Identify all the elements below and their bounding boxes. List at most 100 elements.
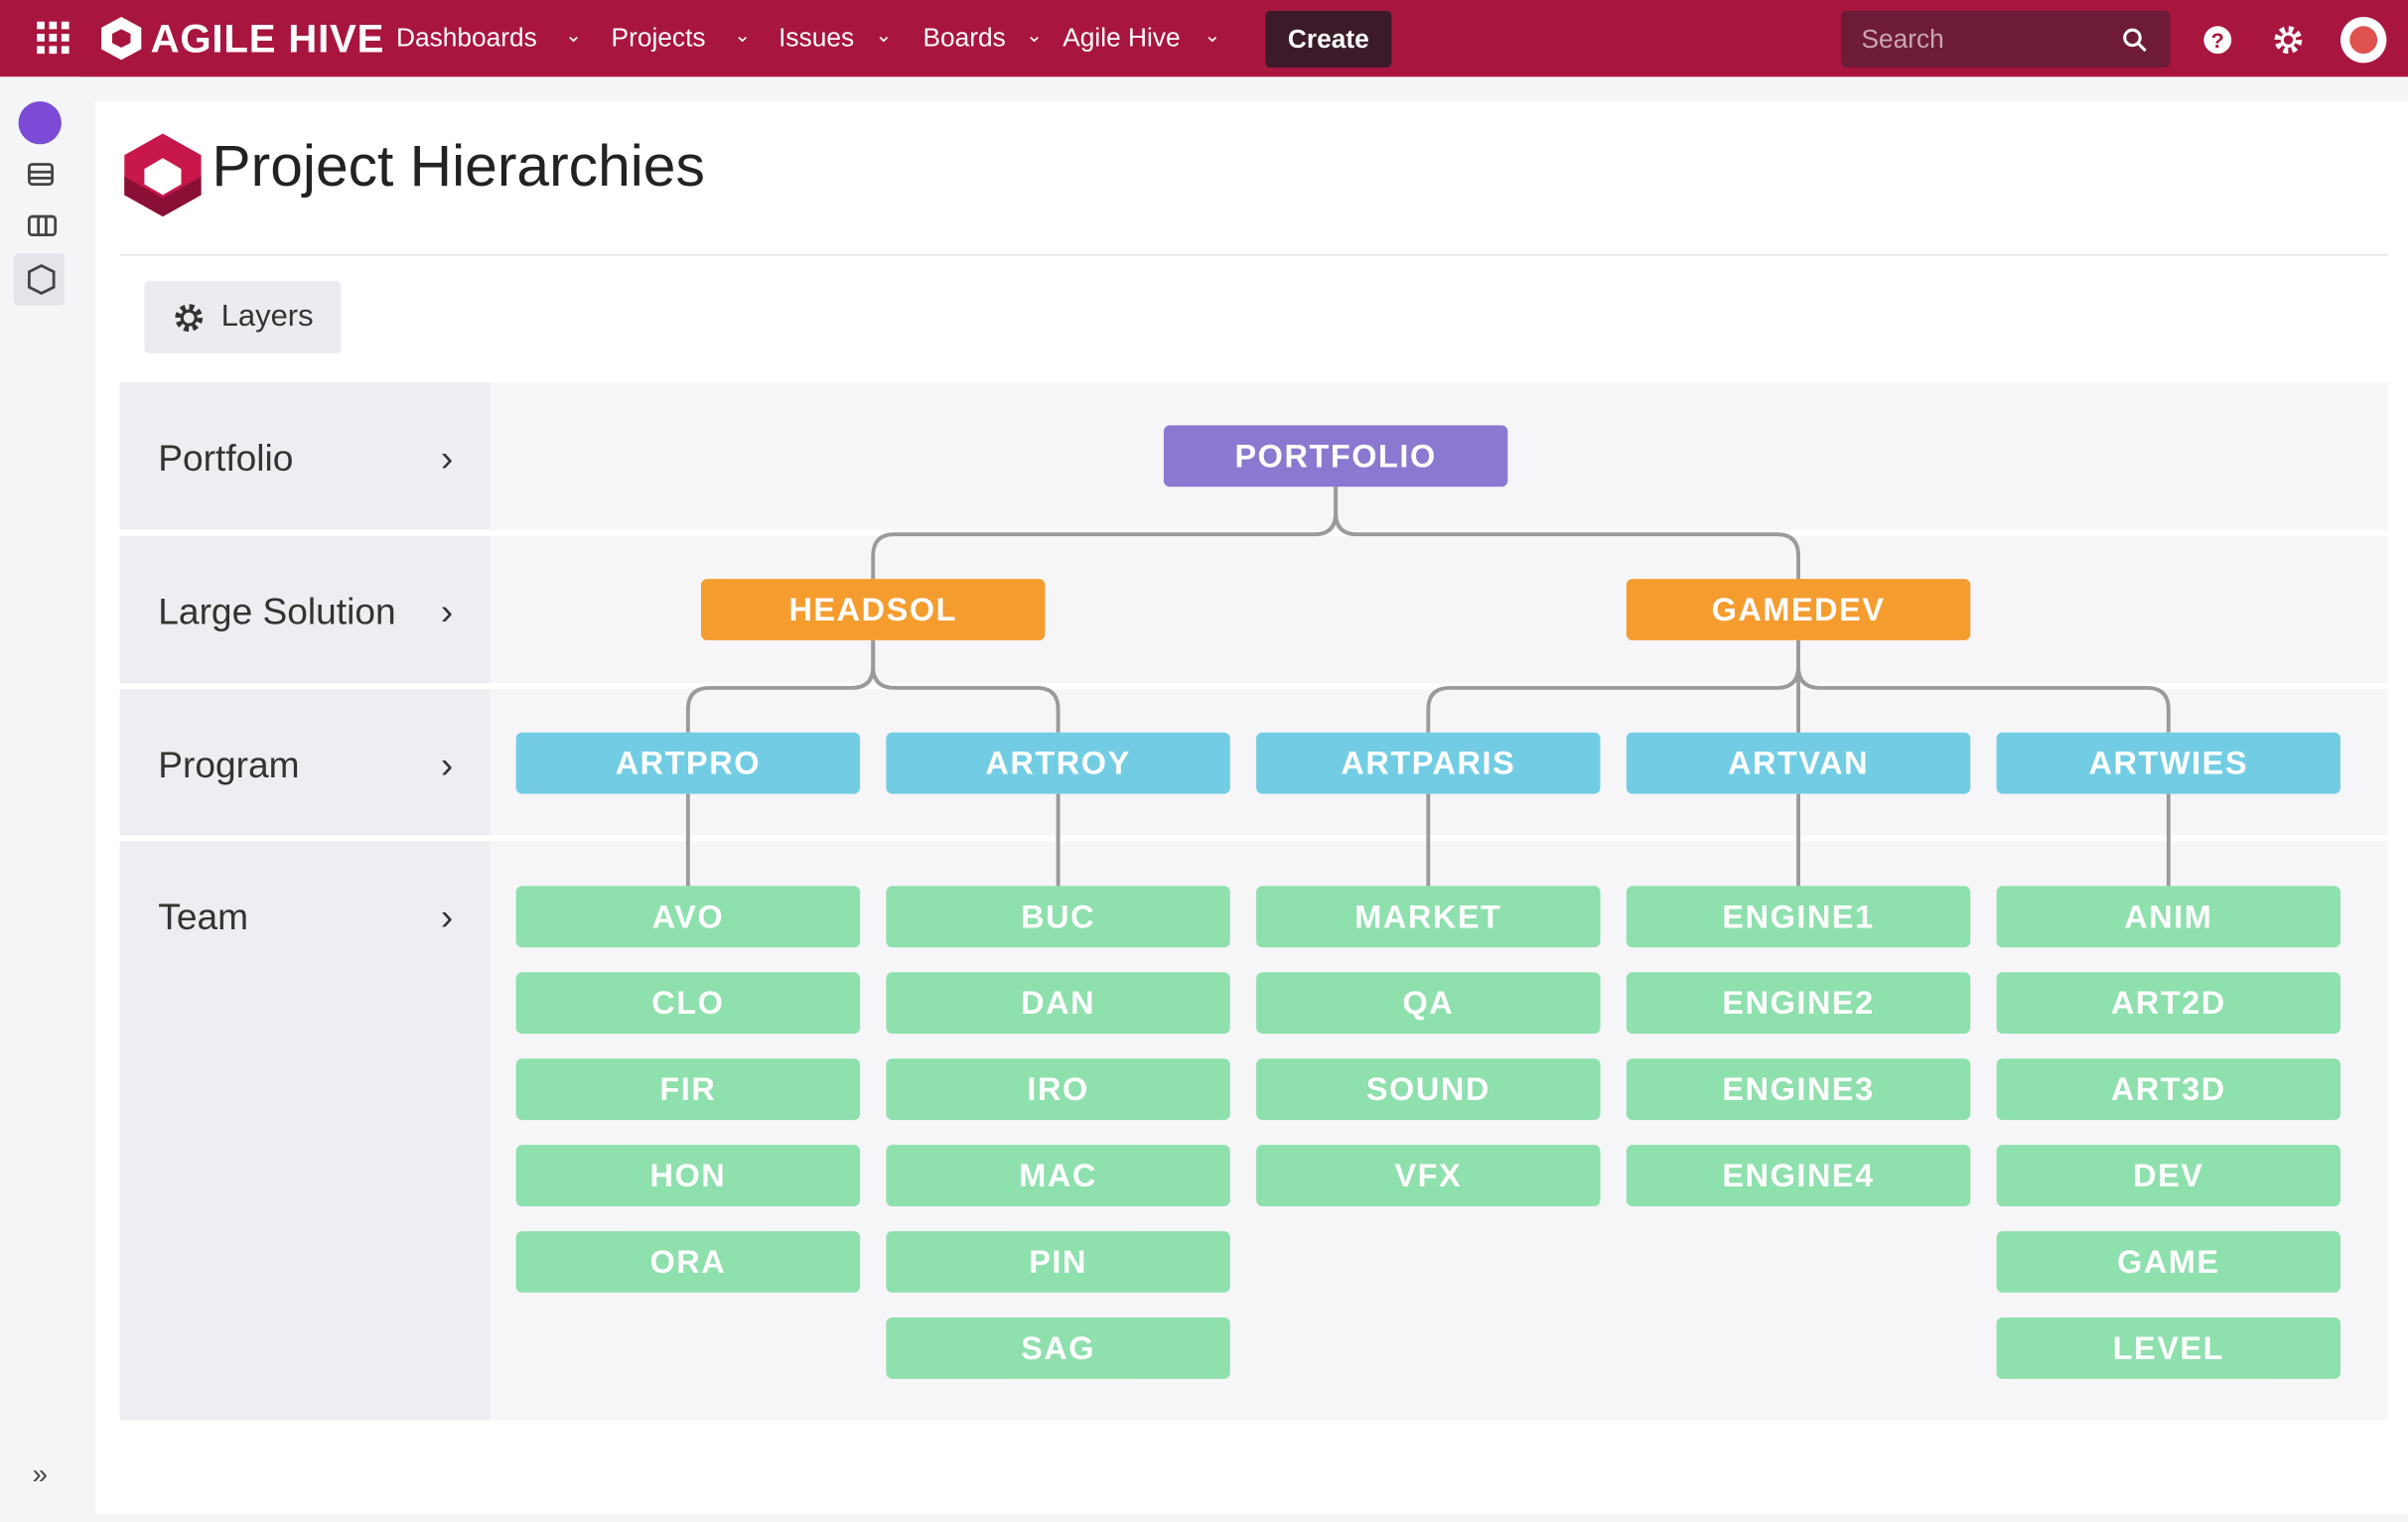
node-label[interactable]: DAN bbox=[1021, 985, 1095, 1021]
tree-node[interactable] bbox=[1626, 886, 1971, 948]
nav-caret[interactable]: ⌄ bbox=[875, 23, 893, 47]
tree-node[interactable] bbox=[1996, 1316, 2341, 1379]
sidebar: » bbox=[0, 76, 80, 1514]
nav-item[interactable]: Agile Hive bbox=[1062, 23, 1181, 53]
tree-node[interactable] bbox=[515, 972, 861, 1035]
node-label[interactable]: MAC bbox=[1019, 1158, 1097, 1193]
level-column bbox=[119, 382, 491, 1421]
nav-caret[interactable]: ⌄ bbox=[565, 23, 583, 47]
node-label[interactable]: SOUND bbox=[1366, 1071, 1490, 1107]
tree-node[interactable] bbox=[1626, 1058, 1971, 1121]
level-label[interactable]: Program bbox=[158, 744, 299, 785]
node-label[interactable]: CLO bbox=[651, 985, 724, 1021]
connector bbox=[871, 486, 1339, 580]
node-label[interactable]: HEADSOL bbox=[788, 592, 957, 627]
node-label[interactable]: FIR bbox=[659, 1071, 716, 1107]
tree-node[interactable] bbox=[886, 886, 1230, 948]
node-label[interactable]: ART3D bbox=[2111, 1071, 2226, 1107]
tree-node[interactable] bbox=[1256, 732, 1601, 794]
tree-node[interactable] bbox=[1256, 1058, 1601, 1121]
tree-node[interactable] bbox=[1626, 579, 1971, 640]
node-label[interactable]: QA bbox=[1402, 985, 1454, 1021]
search-box[interactable]: Search bbox=[1841, 10, 2171, 69]
tree-node[interactable] bbox=[1996, 1231, 2341, 1293]
tree-node[interactable] bbox=[701, 579, 1046, 640]
level-label[interactable]: Large Solution bbox=[158, 590, 395, 631]
tree-node[interactable] bbox=[886, 1316, 1230, 1379]
node-label[interactable]: ENGINE4 bbox=[1722, 1158, 1874, 1193]
nav-item[interactable]: Projects bbox=[611, 23, 706, 53]
node-label[interactable]: ANIM bbox=[2124, 899, 2212, 934]
node-label[interactable]: IRO bbox=[1027, 1071, 1088, 1107]
tree-node[interactable] bbox=[1996, 1145, 2341, 1207]
node-label[interactable]: ARTVAN bbox=[1728, 746, 1869, 781]
node-label[interactable]: SAG bbox=[1021, 1330, 1095, 1366]
brand[interactable]: AGILE HIVE bbox=[150, 15, 385, 62]
tree-node[interactable] bbox=[515, 1231, 861, 1293]
settings-icon[interactable] bbox=[2271, 23, 2305, 57]
tree-node[interactable] bbox=[1996, 972, 2341, 1035]
node-label[interactable]: ENGINE1 bbox=[1722, 899, 1874, 934]
level-label[interactable]: Team bbox=[158, 896, 248, 937]
tree-node[interactable] bbox=[1626, 972, 1971, 1035]
tree-node[interactable] bbox=[515, 1058, 861, 1121]
tree-node[interactable] bbox=[1996, 1058, 2341, 1121]
level-chevron: › bbox=[441, 590, 453, 631]
layers-label: Layers bbox=[220, 299, 314, 334]
connector bbox=[1334, 486, 1801, 580]
tree-node[interactable] bbox=[515, 732, 861, 794]
tree-node[interactable] bbox=[886, 732, 1230, 794]
node-label[interactable]: ORA bbox=[649, 1244, 726, 1280]
node-label[interactable]: ENGINE2 bbox=[1722, 985, 1874, 1021]
tree-node[interactable] bbox=[1256, 1145, 1601, 1207]
top-nav: AGILE HIVE Dashboards ⌄ Projects ⌄ Issues ⌄ Bo… bbox=[0, 0, 2408, 77]
nav-item[interactable]: Boards bbox=[922, 23, 1006, 53]
node-label[interactable]: VFX bbox=[1394, 1158, 1462, 1193]
nav-caret[interactable]: ⌄ bbox=[1204, 23, 1221, 47]
tree-node[interactable] bbox=[1626, 1145, 1971, 1207]
node-label[interactable]: ARTPARIS bbox=[1341, 746, 1515, 781]
node-label[interactable]: GAME bbox=[2117, 1244, 2220, 1280]
node-label[interactable]: ARTPRO bbox=[616, 746, 761, 781]
svg-text:»: » bbox=[32, 1458, 47, 1489]
node-label[interactable]: AVO bbox=[652, 899, 725, 934]
tree-node[interactable] bbox=[1163, 425, 1508, 487]
tree-node[interactable] bbox=[1996, 732, 2341, 794]
node-label[interactable]: LEVEL bbox=[2113, 1330, 2224, 1366]
tree-node[interactable] bbox=[515, 1145, 861, 1207]
node-label[interactable]: HON bbox=[649, 1158, 726, 1193]
tree-node[interactable] bbox=[1996, 886, 2341, 948]
node-label[interactable]: DEV bbox=[2133, 1158, 2203, 1193]
level-chevron: › bbox=[441, 896, 453, 937]
tree-node[interactable] bbox=[1256, 886, 1601, 948]
layers-button[interactable]: Layers bbox=[144, 281, 342, 353]
nav-caret[interactable]: ⌄ bbox=[734, 23, 752, 47]
node-label[interactable]: ARTROY bbox=[985, 746, 1130, 781]
tree-node[interactable] bbox=[886, 972, 1230, 1035]
node-label[interactable]: MARKET bbox=[1354, 899, 1501, 934]
tree-node[interactable] bbox=[886, 1231, 1230, 1293]
nav-caret[interactable]: ⌄ bbox=[1026, 23, 1043, 47]
brand-logo bbox=[101, 17, 142, 61]
nav-item[interactable]: Dashboards bbox=[396, 23, 537, 53]
node-label[interactable]: ART2D bbox=[2111, 985, 2226, 1021]
app-switcher[interactable] bbox=[37, 21, 71, 56]
node-label[interactable]: PORTFOLIO bbox=[1234, 438, 1436, 474]
level-label[interactable]: Portfolio bbox=[158, 437, 293, 479]
avatar[interactable] bbox=[2338, 15, 2387, 64]
create-button[interactable]: Create bbox=[1265, 10, 1392, 69]
node-label[interactable]: ENGINE3 bbox=[1722, 1071, 1874, 1107]
tree-node[interactable] bbox=[886, 1058, 1230, 1121]
tree-node[interactable] bbox=[1626, 732, 1971, 794]
node-label[interactable]: ARTWIES bbox=[2089, 746, 2249, 781]
node-label[interactable]: GAMEDEV bbox=[1712, 592, 1886, 627]
node-label[interactable]: PIN bbox=[1029, 1244, 1087, 1280]
help-icon[interactable]: ? bbox=[2202, 25, 2233, 56]
tree-node[interactable] bbox=[515, 886, 861, 948]
tree-node[interactable] bbox=[1256, 972, 1601, 1035]
node-label[interactable]: BUC bbox=[1021, 899, 1095, 934]
tree-node[interactable] bbox=[886, 1145, 1230, 1207]
nav-item[interactable]: Issues bbox=[779, 23, 855, 53]
